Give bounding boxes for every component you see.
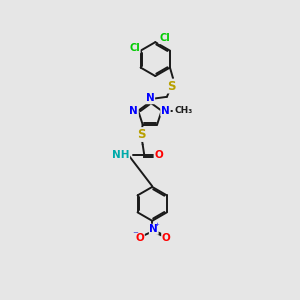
Text: NH: NH [112,149,130,160]
Text: O: O [136,233,144,243]
Text: N: N [161,106,170,116]
Text: N: N [129,106,138,116]
Text: S: S [137,128,146,141]
Text: S: S [167,80,176,92]
Text: Cl: Cl [159,33,170,43]
Text: N: N [149,224,158,234]
Text: ⁻: ⁻ [132,230,138,240]
Text: O: O [162,233,170,243]
Text: CH₃: CH₃ [175,106,193,115]
Text: O: O [154,149,163,160]
Text: Cl: Cl [129,43,140,52]
Text: ⁺: ⁺ [154,223,159,232]
Text: N: N [146,93,154,103]
